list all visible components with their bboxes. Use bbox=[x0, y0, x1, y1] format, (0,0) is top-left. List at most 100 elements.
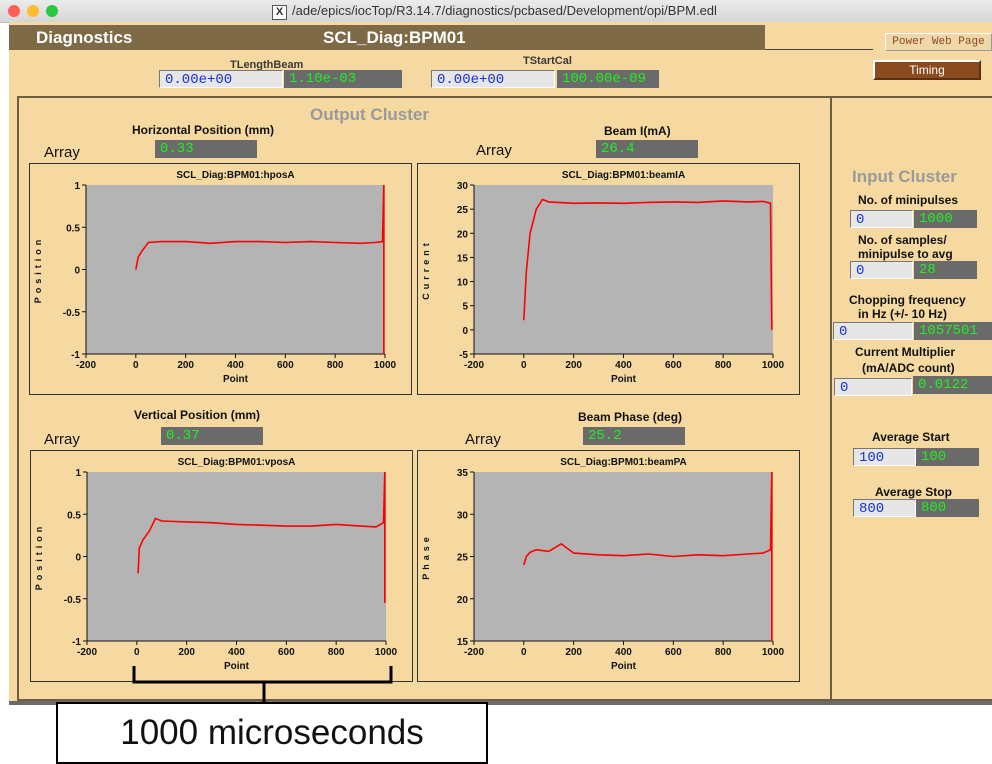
y-tick-label: 0 bbox=[75, 553, 81, 564]
x-tick-label: 400 bbox=[615, 647, 632, 658]
y-tick-label: 25 bbox=[457, 553, 469, 564]
x-tick-label: -200 bbox=[76, 360, 96, 371]
samples-readback: 28 bbox=[914, 261, 977, 279]
x-axis-label: Point bbox=[611, 661, 637, 672]
y-axis-label: Position bbox=[33, 236, 43, 304]
tlength-readback: 1.10e-03 bbox=[284, 70, 402, 88]
beam-phase-value: 25.2 bbox=[583, 427, 685, 445]
x-tick-label: 1000 bbox=[762, 360, 785, 371]
minipulses-readback: 1000 bbox=[914, 210, 977, 228]
minipulses-input[interactable]: 0 bbox=[850, 210, 913, 228]
chopping-label-2: in Hz (+/- 10 Hz) bbox=[858, 307, 948, 321]
y-tick-label: 0 bbox=[462, 326, 468, 337]
series-line bbox=[135, 184, 385, 354]
vpos-value: 0.37 bbox=[161, 427, 263, 445]
tlength-input[interactable]: 0.00e+00 bbox=[159, 70, 283, 88]
x-axis-label: Point bbox=[224, 661, 250, 672]
beam-phase-chart-frame: SCL_Diag:BPM01:beamPA -200 0 200 400 600 800 10… bbox=[417, 450, 800, 682]
average-stop-readback: 800 bbox=[916, 499, 979, 517]
x-tick-label: 400 bbox=[227, 360, 244, 371]
minipulses-label: No. of minipulses bbox=[858, 193, 959, 207]
x-tick-label: 600 bbox=[277, 360, 294, 371]
x-tick-label: 1000 bbox=[762, 647, 785, 658]
y-tick-label: 0.5 bbox=[66, 223, 80, 234]
chart-title: SCL_Diag:BPM01:beamIA bbox=[562, 170, 685, 181]
y-tick-label: 25 bbox=[457, 205, 469, 216]
diagnostics-title: Diagnostics bbox=[36, 28, 133, 47]
y-tick-label: 10 bbox=[457, 278, 469, 289]
bracket-path bbox=[132, 666, 393, 684]
x-tick-label: 1000 bbox=[374, 360, 397, 371]
average-start-readback: 100 bbox=[916, 448, 979, 466]
x-tick-label: 1000 bbox=[375, 647, 398, 658]
x-axis-label: Point bbox=[611, 374, 637, 385]
chopping-input[interactable]: 0 bbox=[833, 322, 913, 340]
input-cluster-panel bbox=[830, 96, 992, 701]
y-tick-label: -0.5 bbox=[63, 308, 81, 319]
tstart-readback: 100.00e-09 bbox=[557, 70, 659, 88]
x-tick-label: -200 bbox=[77, 647, 97, 658]
x-tick-label: 400 bbox=[615, 360, 632, 371]
chart-title: SCL_Diag:BPM01:hposA bbox=[176, 170, 294, 181]
x-tick-label: 800 bbox=[327, 360, 344, 371]
average-start-input[interactable]: 100 bbox=[853, 448, 916, 466]
y-tick-label: 35 bbox=[457, 468, 469, 479]
y-tick-label: 1 bbox=[75, 468, 81, 479]
beam-phase-chart: SCL_Diag:BPM01:beamPA -200 0 200 400 600 800 10… bbox=[421, 457, 785, 672]
average-stop-label: Average Stop bbox=[875, 485, 952, 499]
x-tick-label: 200 bbox=[565, 360, 582, 371]
y-tick-label: 15 bbox=[457, 253, 469, 264]
header-bar bbox=[9, 25, 765, 50]
power-web-page-button[interactable]: Power Web Page bbox=[885, 33, 992, 51]
beam-current-value: 26.4 bbox=[596, 140, 698, 158]
x-tick-label: 800 bbox=[715, 360, 732, 371]
beam-phase-heading: Beam Phase (deg) bbox=[578, 410, 683, 424]
beam-current-chart: SCL_Diag:BPM01:beamIA-200 0 200 400 600 800 10… bbox=[421, 170, 785, 385]
header-divider bbox=[765, 49, 873, 50]
timing-button[interactable]: Timing bbox=[873, 60, 981, 80]
vpos-heading: Vertical Position (mm) bbox=[134, 408, 261, 422]
beam-current-heading: Beam I(mA) bbox=[604, 124, 671, 138]
chopping-readback: 1057501 bbox=[914, 322, 992, 340]
tstart-label: TStartCal bbox=[523, 55, 572, 67]
hpos-chart-frame: SCL_Diag:BPM01:hposA -200 0 200 400 600 800 100… bbox=[29, 163, 412, 395]
y-tick-label: 5 bbox=[462, 302, 468, 313]
x-tick-label: 600 bbox=[665, 360, 682, 371]
window-bottom-edge bbox=[9, 701, 992, 705]
y-tick-label: -1 bbox=[71, 350, 80, 361]
minimize-window-button[interactable] bbox=[27, 5, 39, 17]
chart-title: SCL_Diag:BPM01:beamPA bbox=[560, 457, 687, 468]
zoom-window-button[interactable] bbox=[46, 5, 58, 17]
average-start-label: Average Start bbox=[872, 430, 950, 444]
device-title: SCL_Diag:BPM01 bbox=[323, 28, 466, 47]
x11-icon: X bbox=[272, 5, 287, 20]
x-tick-label: 600 bbox=[665, 647, 682, 658]
tstart-input[interactable]: 0.00e+00 bbox=[431, 70, 555, 88]
hpos-heading: Horizontal Position (mm) bbox=[132, 123, 274, 137]
multiplier-label-1: Current Multiplier bbox=[855, 345, 956, 359]
beam-current-array-label: Array bbox=[476, 142, 512, 159]
annotation-callout: 1000 microseconds bbox=[56, 702, 488, 764]
multiplier-readback: 0.0122 bbox=[913, 376, 992, 394]
y-tick-label: 0.5 bbox=[67, 510, 81, 521]
y-axis-label: Position bbox=[34, 523, 44, 591]
average-stop-input[interactable]: 800 bbox=[853, 499, 916, 517]
x-tick-label: 800 bbox=[715, 647, 732, 658]
x-tick-label: 200 bbox=[565, 647, 582, 658]
x-tick-label: 200 bbox=[177, 360, 194, 371]
y-tick-label: -0.5 bbox=[64, 595, 82, 606]
x-tick-label: 400 bbox=[228, 647, 245, 658]
series-line bbox=[523, 198, 773, 330]
y-tick-label: -5 bbox=[459, 350, 468, 361]
x-tick-label: 0 bbox=[133, 360, 139, 371]
multiplier-input[interactable]: 0 bbox=[834, 378, 912, 396]
y-axis-label: Current bbox=[421, 239, 431, 300]
multiplier-label-2: (mA/ADC count) bbox=[862, 361, 955, 375]
y-tick-label: 1 bbox=[74, 181, 80, 192]
plot-area bbox=[87, 472, 386, 641]
x-tick-label: 0 bbox=[521, 647, 527, 658]
samples-input[interactable]: 0 bbox=[850, 261, 913, 279]
x-tick-label: 200 bbox=[178, 647, 195, 658]
close-window-button[interactable] bbox=[8, 5, 20, 17]
